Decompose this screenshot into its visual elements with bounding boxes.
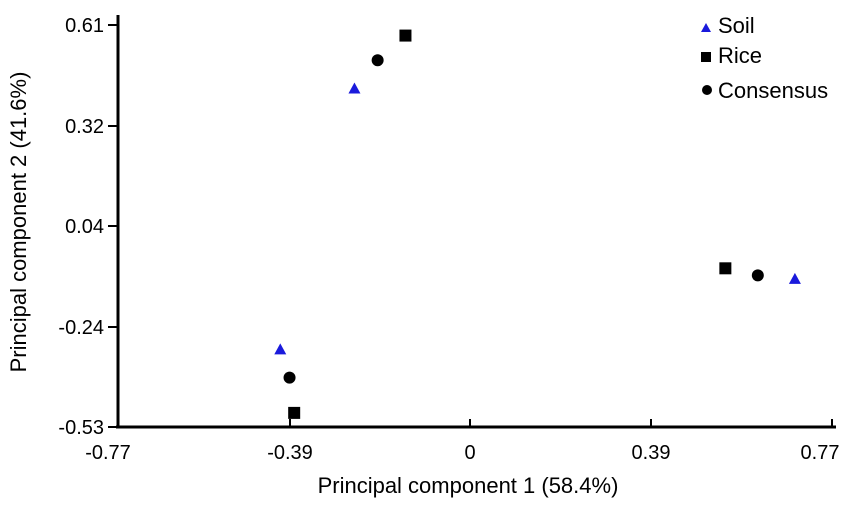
legend-item-rice: Rice xyxy=(701,43,762,68)
y-axis-title: Principal component 2 (41.6%) xyxy=(6,72,31,373)
legend-marker-circle xyxy=(702,85,712,95)
point-consensus xyxy=(371,54,384,67)
legend-label: Soil xyxy=(718,13,755,38)
point-consensus xyxy=(283,371,296,384)
point-soil xyxy=(274,343,287,355)
y-tick: 0.32 xyxy=(65,116,118,138)
y-tick: -0.53 xyxy=(58,417,118,439)
legend-marker-square xyxy=(701,52,711,62)
point-rice xyxy=(288,406,301,419)
data-points xyxy=(274,29,801,419)
legend-label: Consensus xyxy=(718,78,828,103)
y-tick-label: 0.61 xyxy=(65,15,104,37)
point-soil xyxy=(348,82,361,94)
x-tick-label: -0.77 xyxy=(85,442,131,464)
legend-label: Rice xyxy=(718,43,762,68)
x-tick-label: -0.39 xyxy=(267,442,313,464)
x-tick-label: 0 xyxy=(464,442,475,464)
x-tick: 0.39 xyxy=(632,419,671,464)
point-consensus xyxy=(751,269,764,282)
y-tick: 0.04 xyxy=(65,216,118,238)
x-tick: 0 xyxy=(464,419,476,464)
point-rice xyxy=(399,29,412,42)
legend: Soil Rice Consensus xyxy=(701,13,828,103)
x-axis-ticks: -0.77 -0.39 0 0.39 0.77 xyxy=(85,419,839,464)
y-tick-label: -0.53 xyxy=(58,417,104,439)
y-tick: 0.61 xyxy=(65,15,118,37)
y-tick: -0.24 xyxy=(58,317,118,339)
y-axis-ticks: 0.61 0.32 0.04 -0.24 -0.53 xyxy=(58,15,118,439)
y-tick-label: 0.32 xyxy=(65,116,104,138)
x-axis-title: Principal component 1 (58.4%) xyxy=(318,473,619,498)
legend-item-soil: Soil xyxy=(701,13,755,38)
axes xyxy=(116,15,836,429)
point-rice xyxy=(719,262,732,275)
y-tick-label: -0.24 xyxy=(58,317,104,339)
legend-item-consensus: Consensus xyxy=(702,78,828,103)
x-tick-label: 0.77 xyxy=(801,442,840,464)
x-tick: -0.39 xyxy=(267,419,313,464)
point-soil xyxy=(788,272,801,284)
y-tick-label: 0.04 xyxy=(65,216,104,238)
x-tick-label: 0.39 xyxy=(632,442,671,464)
x-tick: 0.77 xyxy=(801,419,840,464)
x-tick: -0.77 xyxy=(85,419,131,464)
legend-marker-triangle xyxy=(701,23,711,32)
